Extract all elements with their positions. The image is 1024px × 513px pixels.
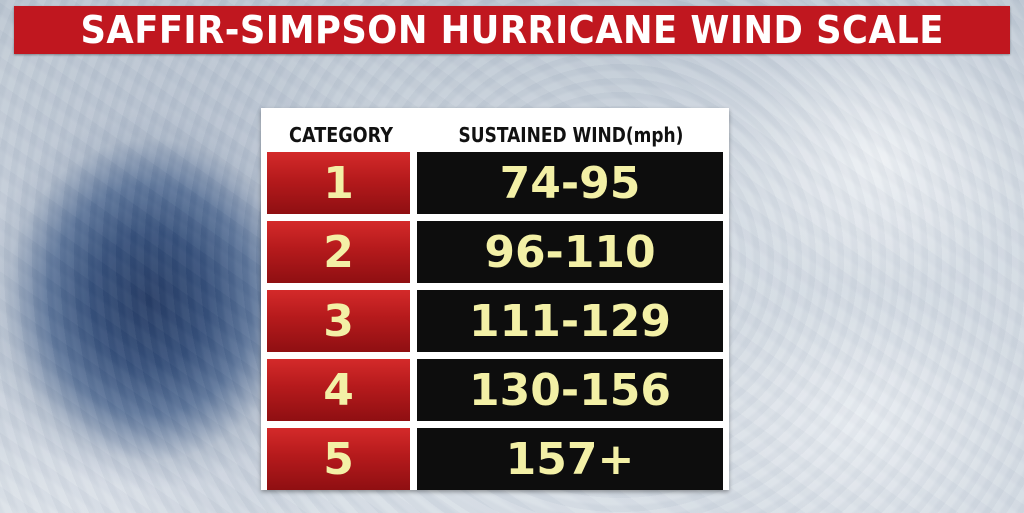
- table-body: 1 74-95 2 96-110 3 111-129 4: [267, 152, 723, 490]
- wind-cell: 157+: [417, 428, 723, 490]
- title-banner: SAFFIR-SIMPSON HURRICANE WIND SCALE: [14, 6, 1010, 54]
- category-value: 2: [323, 226, 354, 278]
- category-column-header: CATEGORY: [289, 123, 393, 147]
- category-cell: 1: [267, 152, 410, 214]
- wind-value: 111-129: [469, 295, 671, 347]
- wind-value: 74-95: [499, 157, 641, 209]
- category-value: 3: [323, 295, 354, 347]
- page-title: SAFFIR-SIMPSON HURRICANE WIND SCALE: [80, 8, 944, 52]
- wind-value: 130-156: [469, 364, 671, 416]
- wind-cell: 130-156: [417, 359, 723, 421]
- category-value: 5: [323, 433, 354, 485]
- wind-cell: 96-110: [417, 221, 723, 283]
- wind-cell: 111-129: [417, 290, 723, 352]
- table-row: 3 111-129: [267, 290, 723, 352]
- category-value: 4: [323, 364, 354, 416]
- wind-value: 157+: [505, 433, 635, 485]
- table-row: 2 96-110: [267, 221, 723, 283]
- category-value: 1: [323, 157, 354, 209]
- category-cell: 3: [267, 290, 410, 352]
- category-cell: 4: [267, 359, 410, 421]
- wind-cell: 74-95: [417, 152, 723, 214]
- table-row: 5 157+: [267, 428, 723, 490]
- wind-value: 96-110: [484, 226, 656, 278]
- wind-scale-table: CATEGORY SUSTAINED WIND(mph) 1 74-95 2 9…: [261, 108, 729, 490]
- category-cell: 5: [267, 428, 410, 490]
- sustained-wind-column-header: SUSTAINED WIND(mph): [458, 123, 684, 147]
- category-cell: 2: [267, 221, 410, 283]
- table-row: 1 74-95: [267, 152, 723, 214]
- table-row: 4 130-156: [267, 359, 723, 421]
